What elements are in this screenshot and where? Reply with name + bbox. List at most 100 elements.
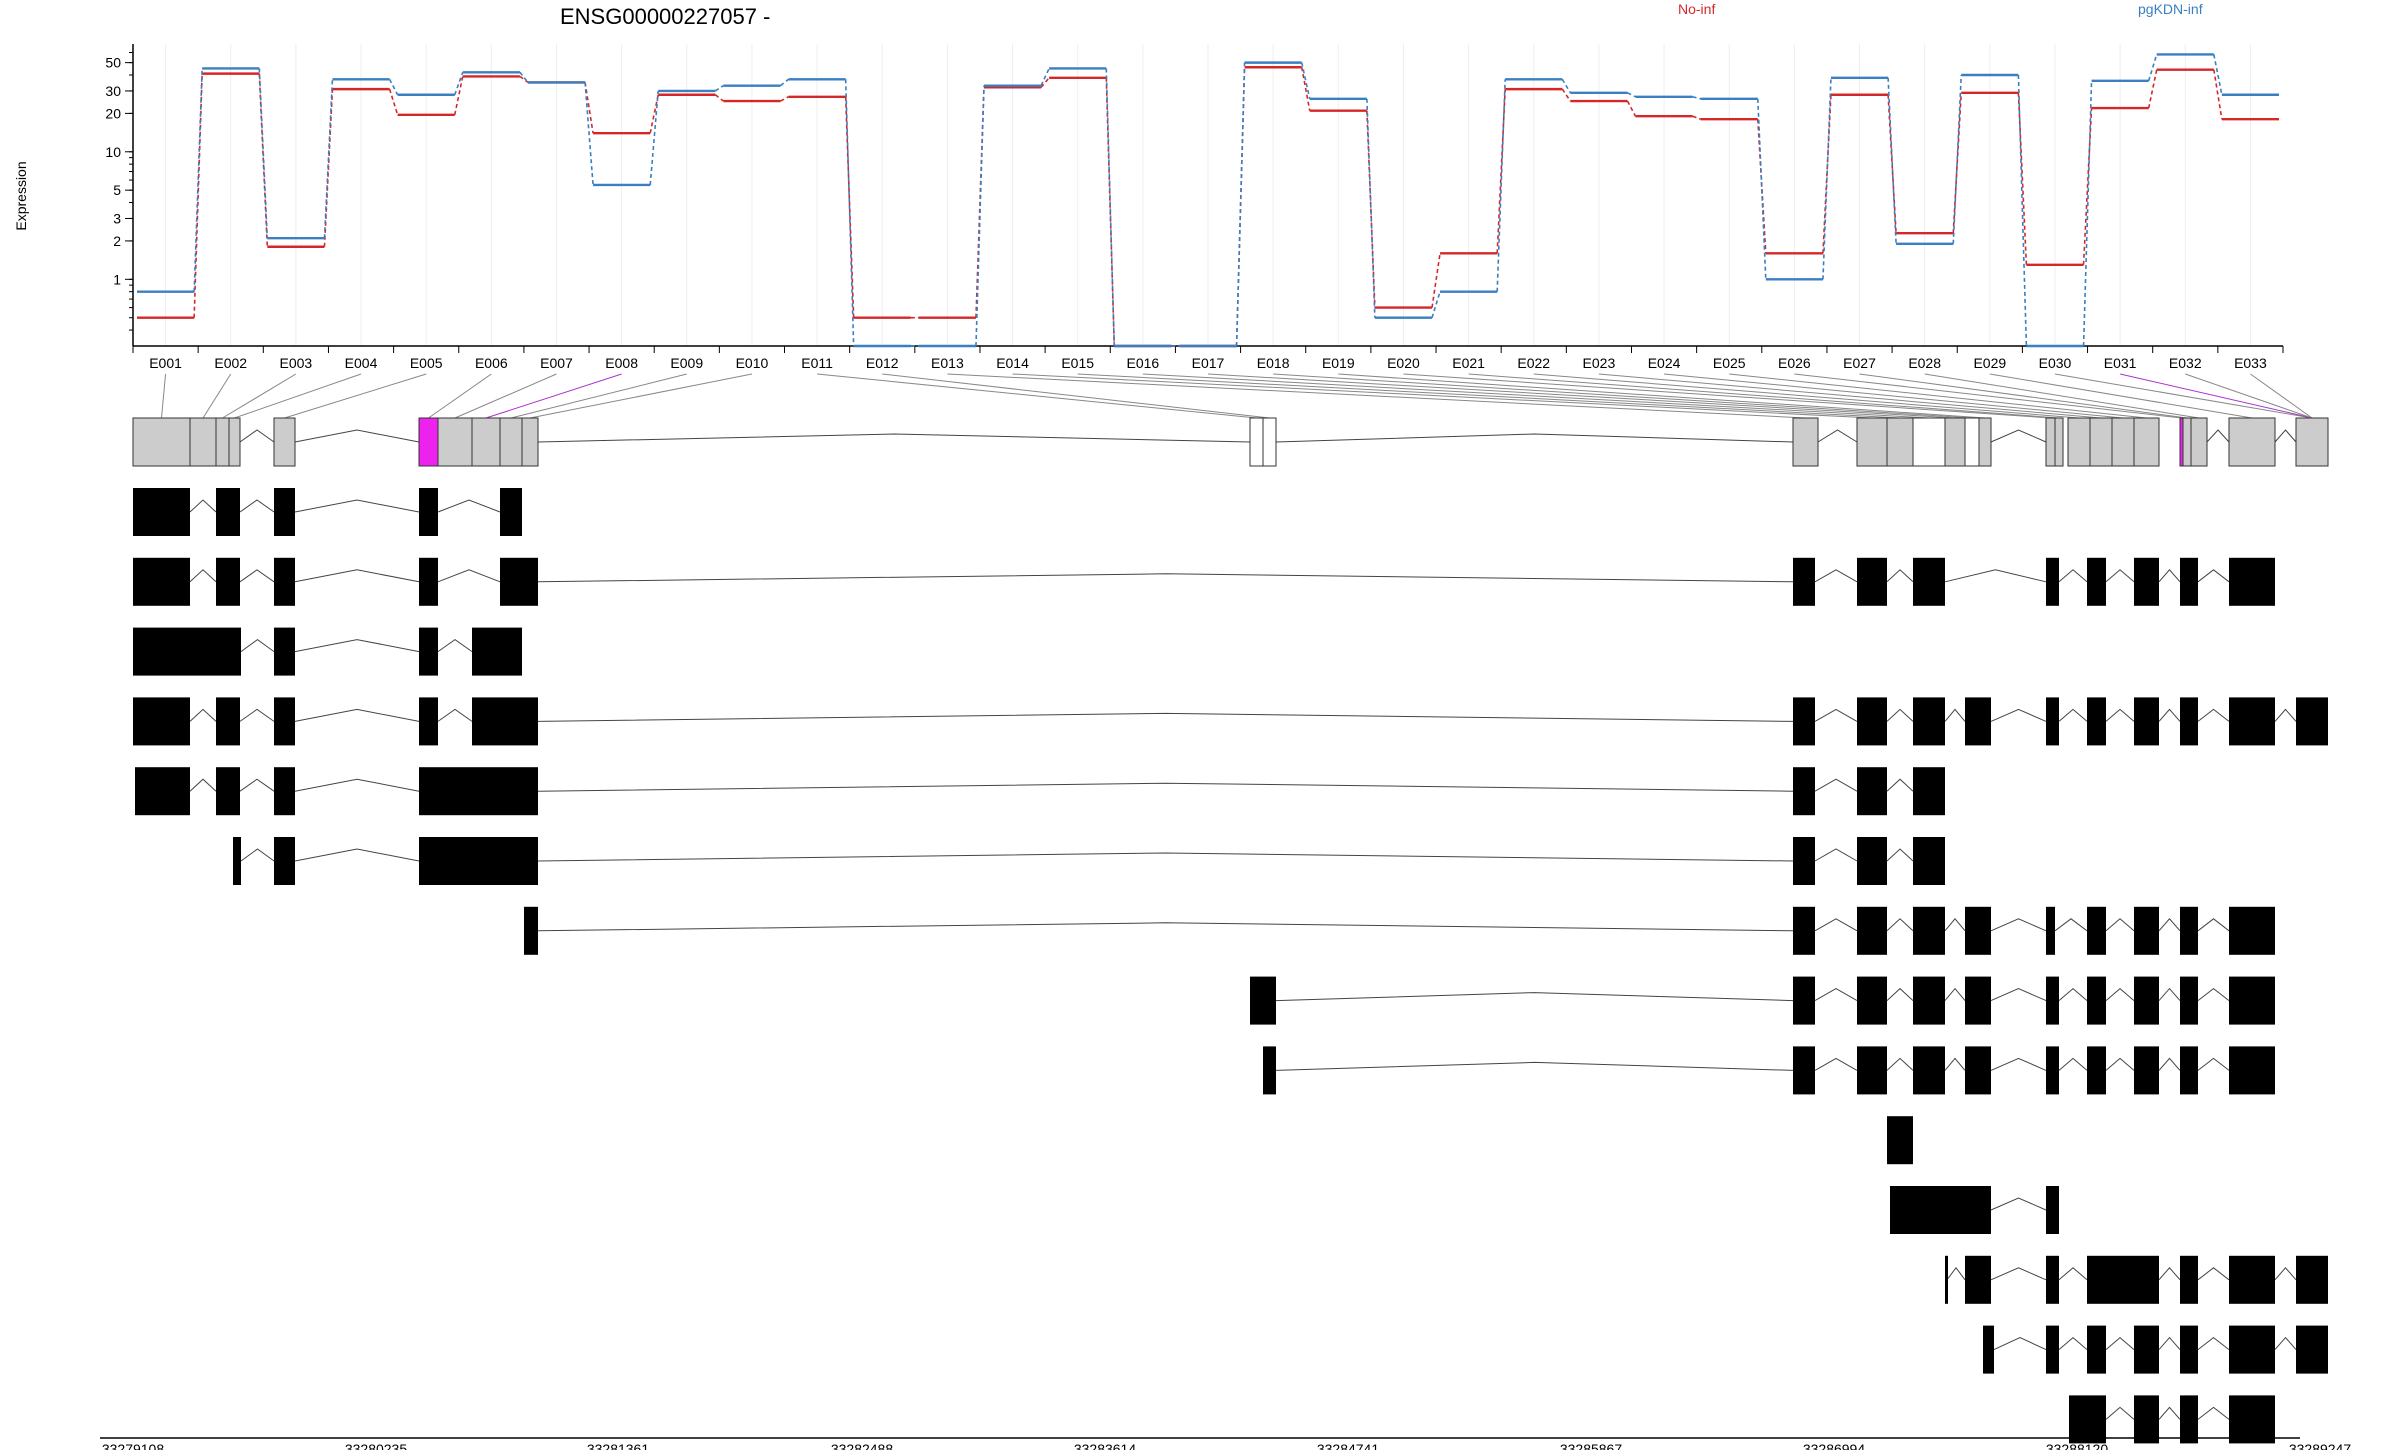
transcript-intron	[2158, 1057, 2181, 1071]
transcript-intron	[2197, 1336, 2230, 1350]
exon-connector	[202, 373, 232, 419]
transcripts	[133, 488, 2328, 1444]
transcript-exon	[2180, 1255, 2198, 1304]
transcript-row	[1890, 1186, 2059, 1234]
series-transition	[844, 79, 855, 347]
y-tick-label: 3	[113, 210, 121, 226]
exon-box	[1856, 417, 1888, 467]
transcript-exon	[274, 557, 295, 606]
transcript-intron	[2158, 1406, 2181, 1420]
exon-box	[2190, 417, 2208, 467]
exon-box	[132, 417, 191, 467]
transcript-exon	[2134, 1395, 2159, 1444]
exon-label: E019	[1322, 355, 1355, 371]
transcript-exon	[2229, 1325, 2275, 1374]
grid	[165, 44, 2251, 346]
exon-connector	[1598, 373, 2102, 419]
transcript-intron	[240, 638, 275, 653]
exon-label: E003	[280, 355, 313, 371]
exon-label: E001	[149, 355, 182, 371]
exon-label: E006	[475, 355, 508, 371]
series-transition	[1692, 115, 1701, 120]
transcript-intron	[2197, 708, 2230, 722]
transcript-exon	[2046, 906, 2055, 955]
transcript-intron	[240, 848, 275, 862]
transcript-exon	[274, 488, 295, 536]
transcript-intron	[1814, 1057, 1858, 1071]
transcript-exon	[274, 627, 295, 676]
exon-label: E029	[1973, 355, 2006, 371]
series-transition	[714, 94, 724, 102]
transcript-exon	[216, 488, 240, 536]
transcript-intron	[294, 848, 420, 862]
transcript-intron	[1886, 848, 1914, 862]
series-transition	[193, 68, 203, 292]
transcript-intron	[294, 708, 420, 722]
series-transition	[1496, 79, 1506, 292]
exon-connector	[1273, 373, 1973, 419]
y-tick-label: 50	[105, 55, 121, 71]
exon-box	[2228, 417, 2276, 467]
series-transition	[1952, 74, 1963, 244]
series-transition	[2017, 92, 2028, 265]
transcript-exon	[1793, 976, 1815, 1025]
exon-label: E009	[670, 355, 703, 371]
transcript-intron	[437, 499, 501, 513]
transcript-exon	[2296, 1325, 2328, 1374]
transcript-exon	[274, 837, 295, 885]
transcript-intron	[1990, 918, 2047, 932]
series-transition	[1366, 110, 1376, 308]
series-lines	[137, 53, 2279, 348]
series-transition	[1692, 95, 1701, 100]
exon-box	[1262, 417, 1277, 467]
series-transition	[193, 73, 203, 318]
transcript-intron	[437, 708, 473, 722]
transcript-exon	[1793, 1046, 1815, 1095]
series-transition	[519, 75, 529, 84]
exon-box	[189, 417, 217, 467]
exon-box	[2089, 417, 2113, 467]
transcript-exon	[1857, 976, 1887, 1025]
exon-connector	[947, 373, 1806, 419]
exon-box	[2054, 417, 2064, 467]
genomic-tick-label: 33289247	[2289, 1441, 2352, 1450]
transcript-exon	[1793, 767, 1815, 816]
exon-box	[1249, 417, 1264, 467]
exon-box	[273, 417, 296, 467]
transcript-exon	[1913, 976, 1945, 1025]
series-transition	[1887, 94, 1897, 234]
chart-title: ENSG00000227057 -	[560, 4, 770, 29]
legend-no-inf: No-inf	[1678, 1, 1715, 17]
exon-connector	[428, 373, 492, 419]
transcript-exon	[2229, 697, 2275, 746]
transcript-exon	[2180, 1395, 2198, 1444]
transcript-intron	[294, 569, 420, 583]
transcript-exon	[1913, 906, 1945, 955]
transcript-exon	[472, 627, 522, 676]
exon-connector	[1533, 373, 2080, 419]
exon-connector	[1142, 373, 1930, 419]
exon-box	[521, 417, 539, 467]
transcript-exon	[2087, 906, 2106, 955]
exon-box	[499, 417, 523, 467]
series-transition	[258, 68, 269, 239]
transcript-exon	[2134, 697, 2159, 746]
series-transition	[2147, 69, 2158, 109]
transcript-exon	[1263, 1046, 1276, 1095]
transcript-intron	[1814, 778, 1858, 792]
series-transition	[1626, 100, 1637, 117]
transcript-intron	[1275, 992, 1794, 1002]
transcript-intron	[2058, 987, 2088, 1001]
transcript-exon	[1793, 697, 1815, 746]
exon-connector	[234, 373, 362, 419]
model-intron	[239, 429, 275, 443]
transcript-exon	[1965, 906, 1991, 955]
transcript-exon	[419, 697, 438, 746]
exon-box	[1964, 417, 1980, 467]
transcript-exon	[1965, 976, 1991, 1025]
transcript-exon	[1857, 767, 1887, 816]
genomic-tick-label: 33283614	[1074, 1441, 1137, 1450]
transcript-exon	[2229, 976, 2275, 1025]
transcript-exon	[419, 767, 538, 816]
transcript-intron	[2058, 1267, 2088, 1281]
